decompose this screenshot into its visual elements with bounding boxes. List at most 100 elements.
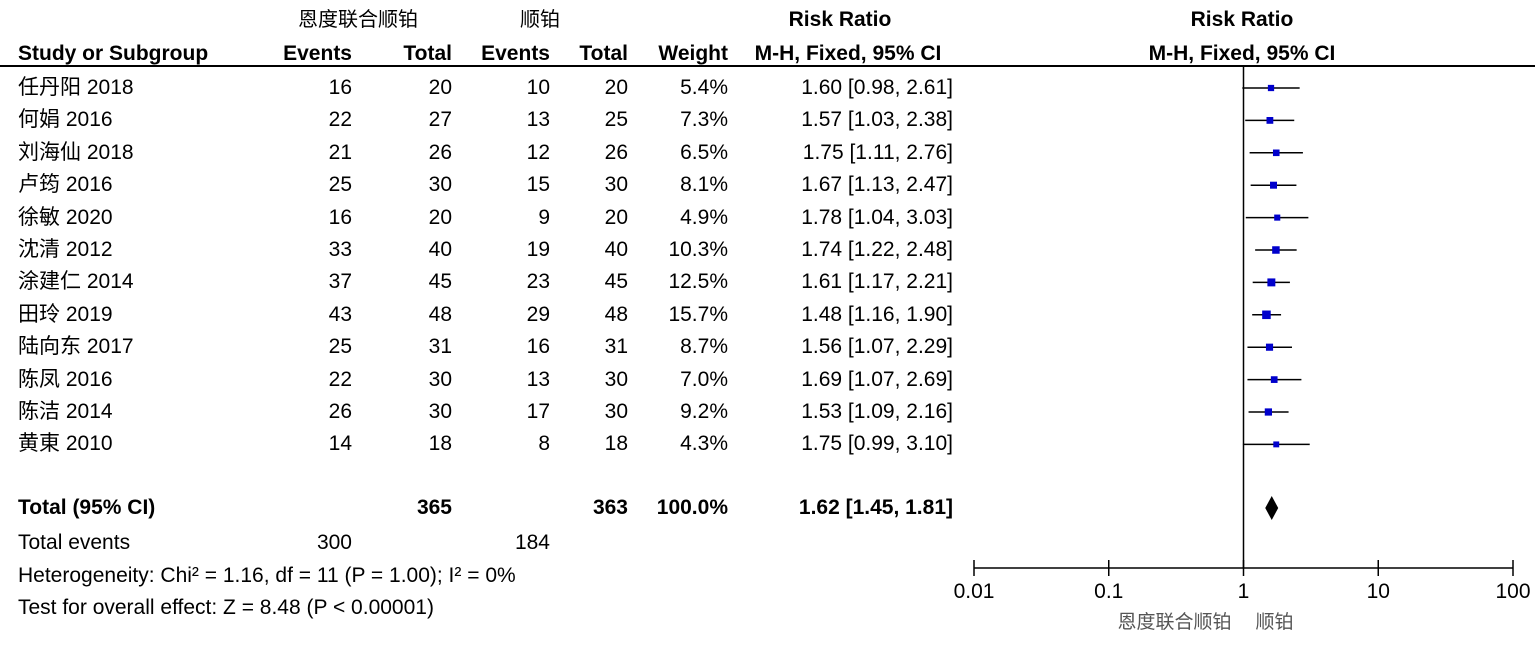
total-exp-events: 300	[316, 531, 352, 554]
study-weight: 9.2%	[680, 400, 728, 423]
study-row: 陈洁 2014 26 30 17 30 9.2% 1.53 [1.09, 2.1…	[0, 400, 960, 432]
total-label: Total (95% CI)	[18, 496, 156, 519]
study-marker	[1270, 376, 1278, 383]
exp-total: 26	[428, 140, 452, 164]
header-rule	[0, 65, 1535, 67]
study-name: 何娟 2016	[18, 108, 113, 132]
x-label-right: 顺铂	[1256, 611, 1294, 633]
study-row: 何娟 2016 22 27 13 25 7.3% 1.57 [1.03, 2.3…	[0, 108, 960, 140]
study-weight: 4.3%	[680, 432, 728, 456]
study-ci: 1.56 [1.07, 2.29]	[801, 335, 953, 359]
col-ctrl-total-header: Total	[579, 42, 628, 65]
exp-events: 16	[328, 76, 352, 99]
pooled-diamond	[1265, 496, 1279, 520]
study-row: 涂建仁 2014 37 45 23 45 12.5% 1.61 [1.17, 2…	[0, 270, 960, 302]
exp-total: 20	[428, 76, 452, 99]
exp-events: 25	[328, 335, 352, 359]
ctrl-total: 20	[604, 76, 628, 99]
study-name: 徐敏 2020	[18, 205, 113, 229]
study-marker	[1272, 149, 1280, 157]
study-name: 刘海仙 2018	[18, 140, 134, 164]
col-study-header: Study or Subgroup	[18, 42, 209, 65]
ctrl-events: 13	[526, 108, 550, 132]
study-ci: 1.60 [0.98, 2.61]	[801, 76, 953, 99]
ctrl-total: 30	[604, 367, 628, 391]
study-ci: 1.61 [1.17, 2.21]	[801, 270, 953, 294]
study-weight: 8.7%	[680, 335, 728, 359]
ctrl-total: 20	[604, 205, 628, 229]
exp-events: 25	[328, 173, 352, 197]
ctrl-events: 17	[526, 400, 550, 423]
study-weight: 15.7%	[668, 302, 728, 326]
x-tick-label: 100	[1495, 580, 1530, 603]
exp-total: 18	[428, 432, 452, 456]
exp-total: 30	[428, 173, 452, 197]
x-tick-label: 1	[1238, 580, 1250, 603]
exp-events: 43	[328, 302, 352, 326]
total-events-label: Total events	[18, 531, 131, 554]
exp-events: 22	[328, 108, 352, 132]
study-ci: 1.57 [1.03, 2.38]	[801, 108, 953, 132]
study-ci: 1.75 [0.99, 3.10]	[801, 432, 953, 456]
study-ci: 1.48 [1.16, 1.90]	[801, 302, 953, 326]
study-marker	[1267, 84, 1275, 92]
study-weight: 6.5%	[680, 140, 728, 164]
plot-title: Risk Ratio	[1190, 8, 1294, 31]
study-name: 黄東 2010	[18, 432, 113, 456]
study-row: 陈凤 2016 22 30 13 30 7.0% 1.69 [1.07, 2.6…	[0, 368, 960, 400]
rr-column-title: Risk Ratio	[788, 8, 892, 31]
study-row: 沈清 2012 33 40 19 40 10.3% 1.74 [1.22, 2.…	[0, 238, 960, 270]
exp-events: 21	[328, 140, 352, 164]
exp-events: 37	[328, 270, 352, 294]
study-marker	[1267, 278, 1276, 287]
ctrl-total: 26	[604, 140, 628, 164]
x-tick-label: 0.1	[1094, 580, 1123, 603]
ctrl-total: 40	[604, 238, 628, 261]
col-ctrl-events-header: Events	[481, 42, 550, 65]
study-row: 黄東 2010 14 18 8 18 4.3% 1.75 [0.99, 3.10…	[0, 432, 960, 464]
ctrl-total: 30	[604, 173, 628, 197]
exp-total: 30	[428, 367, 452, 391]
study-name: 沈清 2012	[18, 238, 113, 261]
study-name: 任丹阳 2018	[18, 76, 134, 99]
study-name: 田玲 2019	[18, 302, 113, 326]
exp-total: 40	[428, 238, 452, 261]
study-name: 涂建仁 2014	[18, 270, 134, 294]
ctrl-events: 12	[526, 140, 550, 164]
ctrl-total: 45	[604, 270, 628, 294]
exp-total: 27	[428, 108, 452, 132]
col-weight-header: Weight	[658, 42, 728, 65]
study-ci: 1.74 [1.22, 2.48]	[801, 238, 953, 261]
study-weight: 7.3%	[680, 108, 728, 132]
total-ctrl-events: 184	[514, 531, 550, 554]
heterogeneity-text: Heterogeneity: Chi² = 1.16, df = 11 (P =…	[18, 564, 516, 587]
study-weight: 12.5%	[668, 270, 728, 294]
study-name: 陈凤 2016	[18, 367, 113, 391]
ctrl-total: 30	[604, 400, 628, 423]
ctrl-events: 15	[526, 173, 550, 197]
ctrl-events: 29	[526, 302, 550, 326]
study-ci: 1.67 [1.13, 2.47]	[801, 173, 953, 197]
ctrl-events: 16	[526, 335, 550, 359]
total-exp-total: 365	[416, 496, 452, 519]
study-row: 徐敏 2020 16 20 9 20 4.9% 1.78 [1.04, 3.03…	[0, 206, 960, 238]
rr-method-header: M-H, Fixed, 95% CI	[754, 42, 942, 65]
col-exp-total-header: Total	[403, 42, 452, 65]
exp-total: 48	[428, 302, 452, 326]
total-ctrl-total: 363	[592, 496, 628, 519]
plot-method-header: M-H, Fixed, 95% CI	[1148, 42, 1336, 65]
study-marker	[1273, 441, 1280, 448]
exp-total: 20	[428, 205, 452, 229]
exp-events: 33	[328, 238, 352, 261]
overall-effect-text: Test for overall effect: Z = 8.48 (P < 0…	[18, 596, 434, 619]
ctrl-events: 19	[526, 238, 550, 261]
study-row: 陆向东 2017 25 31 16 31 8.7% 1.56 [1.07, 2.…	[0, 335, 960, 367]
study-weight: 10.3%	[668, 238, 728, 261]
ctrl-total: 18	[604, 432, 628, 456]
exp-events: 26	[328, 400, 352, 423]
study-row: 任丹阳 2018 16 20 10 20 5.4% 1.60 [0.98, 2.…	[0, 76, 960, 108]
study-ci: 1.69 [1.07, 2.69]	[801, 367, 953, 391]
col-exp-events-header: Events	[283, 42, 352, 65]
exp-total: 30	[428, 400, 452, 423]
